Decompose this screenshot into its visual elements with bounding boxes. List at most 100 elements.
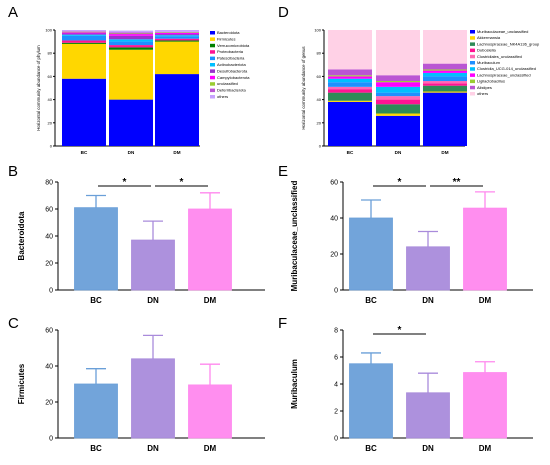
a-bar-segment bbox=[155, 36, 199, 39]
e-significance-label: ** bbox=[453, 177, 461, 188]
d-legend-swatch bbox=[470, 67, 475, 71]
a-y-tick-label: 20 bbox=[48, 120, 53, 125]
d-bar-segment bbox=[328, 82, 372, 87]
d-legend-swatch bbox=[470, 73, 475, 77]
a-bar-segment bbox=[109, 47, 153, 50]
a-y-tick-label: 40 bbox=[48, 97, 53, 102]
d-bar-segment bbox=[376, 115, 420, 146]
b-y-axis-label: Bacteroidota bbox=[17, 211, 26, 260]
d-legend-swatch bbox=[470, 30, 475, 34]
d-bar-segment bbox=[328, 76, 372, 79]
d-bar-segment bbox=[376, 30, 420, 76]
a-x-tick-label: DN bbox=[128, 150, 135, 155]
b-bar bbox=[188, 208, 232, 291]
a-legend-label: Desulfobacterota bbox=[217, 68, 248, 73]
d-bar-segment bbox=[376, 113, 420, 116]
a-legend-swatch bbox=[210, 37, 215, 41]
d-legend-label: Lachnospiraceae_unclassified bbox=[477, 72, 531, 77]
d-bar-segment bbox=[328, 86, 372, 90]
d-legend-swatch bbox=[470, 85, 475, 90]
a-y-axis-label: Horizontal community abundance of phylum bbox=[36, 45, 41, 131]
panel-label-b: B bbox=[8, 163, 19, 180]
a-bar-segment bbox=[155, 32, 199, 33]
c-y-axis-label: Firmicutes bbox=[17, 363, 26, 404]
a-y-tick-label: 80 bbox=[48, 51, 53, 56]
d-legend-swatch bbox=[470, 79, 475, 84]
d-bar-segment bbox=[328, 92, 372, 101]
panel-label-a: A bbox=[8, 4, 19, 21]
d-bar-segment bbox=[376, 96, 420, 100]
a-legend-swatch bbox=[210, 75, 215, 80]
d-legend-swatch bbox=[470, 42, 475, 46]
a-bar-segment bbox=[62, 78, 106, 146]
a-legend-swatch bbox=[210, 31, 215, 35]
a-bar-segment bbox=[62, 31, 106, 32]
d-legend-swatch bbox=[470, 92, 475, 96]
d-bar-segment bbox=[376, 104, 420, 114]
b-significance-label: * bbox=[123, 177, 127, 188]
a-legend-label: Campylobacterota bbox=[217, 75, 250, 80]
a-bar-segment bbox=[62, 42, 106, 44]
c-x-tick-label: BC bbox=[90, 444, 102, 453]
d-legend-swatch bbox=[470, 48, 475, 53]
f-y-axis-label: Muribaculum bbox=[290, 359, 299, 409]
a-y-tick-label: 0 bbox=[50, 144, 53, 149]
f-x-tick-label: DN bbox=[422, 444, 434, 453]
f-x-tick-label: DM bbox=[479, 444, 492, 453]
d-legend-swatch bbox=[470, 54, 475, 59]
f-bar bbox=[406, 392, 450, 439]
d-legend-label: Akkermansia bbox=[477, 35, 501, 40]
a-bar-segment bbox=[109, 34, 153, 36]
f-bar bbox=[463, 372, 507, 439]
e-y-tick-label: 20 bbox=[330, 252, 338, 259]
c-y-tick-label: 20 bbox=[45, 400, 53, 407]
d-x-tick-label: DN bbox=[395, 150, 402, 155]
a-legend-swatch bbox=[210, 95, 215, 99]
a-legend-label: Firmicutes bbox=[217, 36, 235, 41]
d-y-tick-label: 60 bbox=[317, 74, 322, 79]
c-bar bbox=[131, 358, 175, 439]
b-y-tick-label: 60 bbox=[45, 207, 53, 214]
d-bar-segment bbox=[328, 75, 372, 77]
b-y-tick-label: 80 bbox=[45, 180, 53, 187]
e-significance-label: * bbox=[398, 177, 402, 188]
b-x-tick-label: DN bbox=[147, 296, 159, 305]
f-y-tick-label: 0 bbox=[334, 436, 338, 443]
a-bar-segment bbox=[109, 32, 153, 34]
a-bar-segment bbox=[62, 33, 106, 35]
a-bar-segment bbox=[109, 49, 153, 100]
a-legend-label: Bacteroidota bbox=[217, 30, 240, 35]
e-x-tick-label: DN bbox=[422, 296, 434, 305]
a-legend-label: unclassified bbox=[217, 81, 238, 86]
a-bar-segment bbox=[109, 30, 153, 33]
a-bar-segment bbox=[155, 41, 199, 75]
a-bar-segment bbox=[155, 32, 199, 35]
a-bar-segment bbox=[62, 30, 106, 32]
e-y-tick-label: 0 bbox=[334, 288, 338, 295]
f-y-tick-label: 6 bbox=[334, 355, 338, 362]
c-x-tick-label: DM bbox=[204, 444, 217, 453]
a-bar-segment bbox=[109, 35, 153, 40]
d-bar-segment bbox=[423, 92, 467, 146]
e-y-tick-label: 40 bbox=[330, 216, 338, 223]
a-bar-segment bbox=[62, 31, 106, 33]
d-bar-segment bbox=[423, 30, 467, 64]
a-bar-segment bbox=[62, 40, 106, 43]
a-bar-segment bbox=[109, 41, 153, 46]
d-legend-label: Alistipes bbox=[477, 85, 492, 90]
c-bar bbox=[74, 383, 118, 439]
f-y-tick-label: 4 bbox=[334, 382, 338, 389]
d-bar-segment bbox=[376, 99, 420, 105]
f-y-tick-label: 8 bbox=[334, 328, 338, 335]
d-bar-segment bbox=[328, 89, 372, 93]
e-bar bbox=[463, 207, 507, 291]
a-bar-segment bbox=[62, 34, 106, 36]
d-y-axis-label: Horizontal community abundance of genus bbox=[301, 46, 306, 130]
a-bar-segment bbox=[62, 35, 106, 41]
d-bar-segment bbox=[423, 69, 467, 71]
e-y-axis-label: Muribaculaceae_unclassified bbox=[290, 181, 299, 292]
c-y-tick-label: 0 bbox=[49, 436, 53, 443]
f-significance-label: * bbox=[398, 325, 402, 336]
d-bar-segment bbox=[376, 86, 420, 93]
d-y-tick-label: 40 bbox=[317, 97, 322, 102]
